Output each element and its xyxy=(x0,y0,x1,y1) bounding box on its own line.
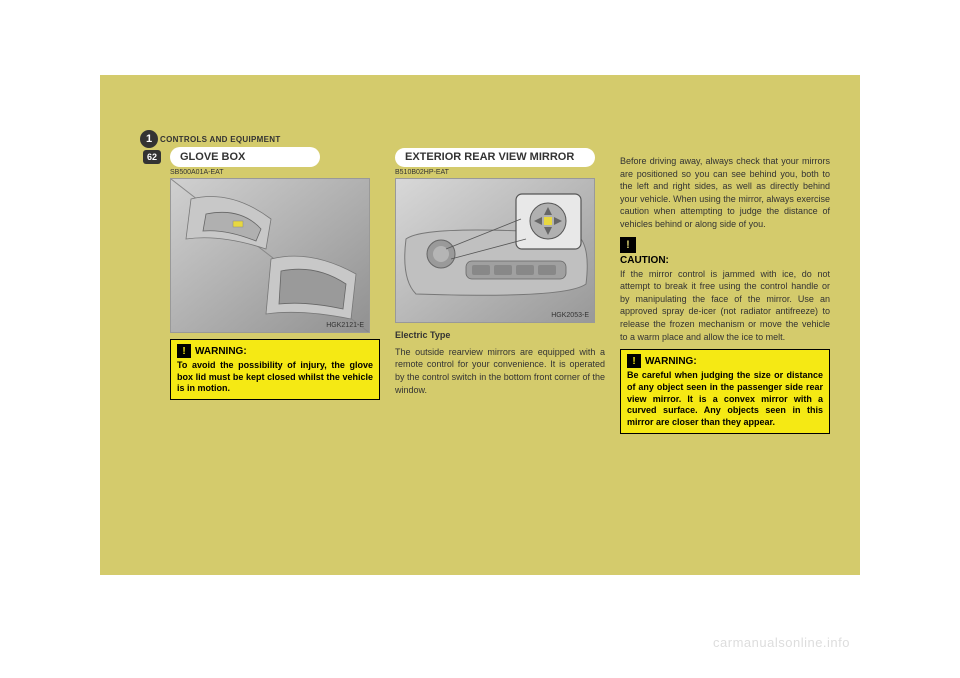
warning-title: WARNING: xyxy=(645,356,697,367)
section-code: B510B02HP-EAT xyxy=(395,169,605,176)
mirror-illustration: HGK2053-E xyxy=(395,178,595,323)
mirror-svg xyxy=(396,179,595,323)
mirror-paragraph: The outside rearview mirrors are equippe… xyxy=(395,346,605,396)
driving-paragraph: Before driving away, always check that y… xyxy=(620,155,830,231)
warning-body: Be careful when judging the size or dist… xyxy=(627,370,823,428)
warning-body: To avoid the possibility of injury, the … xyxy=(177,360,373,395)
glove-box-heading: GLOVE BOX xyxy=(170,147,320,167)
column-1: GLOVE BOX SB500A01A-EAT HGK2121-E ! WARN… xyxy=(170,147,380,400)
warning-title: WARNING: xyxy=(195,346,247,357)
glove-box-warning: ! WARNING: To avoid the possibility of i… xyxy=(170,339,380,400)
warning-icon: ! xyxy=(177,344,191,358)
watermark: carmanualsonline.info xyxy=(713,635,850,650)
warning-header: ! WARNING: xyxy=(177,344,373,358)
illustration-label: HGK2053-E xyxy=(551,312,589,319)
page-number-badge: 62 xyxy=(143,150,161,164)
chapter-number-badge: 1 xyxy=(140,130,158,148)
glove-box-svg xyxy=(171,179,370,333)
column-3: Before driving away, always check that y… xyxy=(620,155,830,434)
caution-icon: ! xyxy=(620,237,636,253)
mirror-warning: ! WARNING: Be careful when judging the s… xyxy=(620,349,830,433)
caution-body: If the mirror control is jammed with ice… xyxy=(620,268,830,344)
electric-type-heading: Electric Type xyxy=(395,329,605,342)
glove-box-illustration: HGK2121-E xyxy=(170,178,370,333)
column-2: EXTERIOR REAR VIEW MIRROR B510B02HP-EAT xyxy=(395,147,605,396)
illustration-label: HGK2121-E xyxy=(326,322,364,329)
mirror-heading: EXTERIOR REAR VIEW MIRROR xyxy=(395,148,595,167)
chapter-title: CONTROLS AND EQUIPMENT xyxy=(160,135,281,144)
warning-icon: ! xyxy=(627,354,641,368)
chapter-header: 1 CONTROLS AND EQUIPMENT xyxy=(140,130,281,148)
caution-title: CAUTION: xyxy=(620,255,830,266)
warning-header: ! WARNING: xyxy=(627,354,823,368)
section-code: SB500A01A-EAT xyxy=(170,169,380,176)
